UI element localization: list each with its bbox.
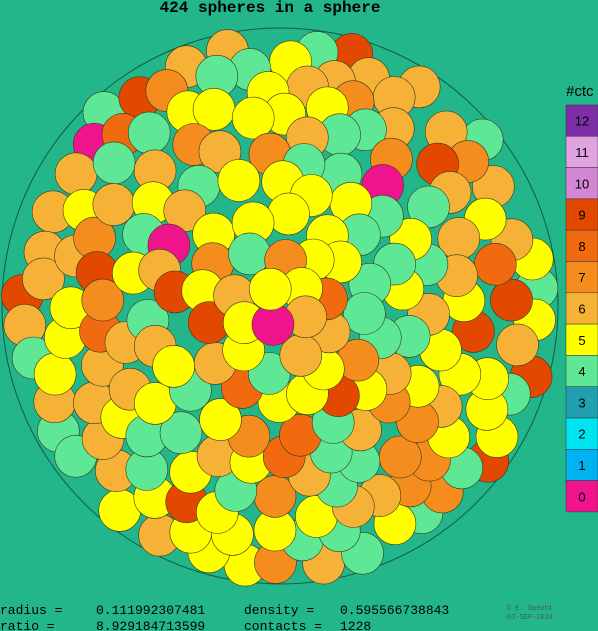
sphere xyxy=(127,111,171,155)
sphere xyxy=(267,192,310,236)
legend-label: 1 xyxy=(578,458,585,473)
density-value: 0.595566738843 xyxy=(340,603,449,618)
legend-label: 9 xyxy=(578,208,585,223)
sphere xyxy=(22,257,65,301)
sphere xyxy=(54,152,98,196)
legend-label: 4 xyxy=(578,364,585,379)
sphere xyxy=(231,96,275,140)
sphere xyxy=(217,159,261,202)
legend-swatch xyxy=(565,292,598,325)
sphere xyxy=(199,398,242,441)
legend-swatch xyxy=(565,104,598,137)
legend-label: 7 xyxy=(578,270,585,285)
legend-label: 6 xyxy=(578,301,585,316)
legend-label: 5 xyxy=(578,333,585,348)
density-label: density = xyxy=(244,603,314,618)
legend-label: 12 xyxy=(575,114,589,129)
ratio-value: 8.929184713599 xyxy=(96,619,205,631)
legend-swatch xyxy=(565,136,598,168)
legend-label: 3 xyxy=(578,395,585,410)
sphere xyxy=(473,242,517,286)
contacts-label: contacts = xyxy=(244,619,322,631)
sphere xyxy=(159,411,203,455)
ratio-label: ratio = xyxy=(0,619,55,631)
legend-label: 11 xyxy=(575,145,589,160)
legend-label: 0 xyxy=(578,489,585,504)
legend-label: 8 xyxy=(578,239,585,254)
legend-label: 2 xyxy=(578,427,585,442)
spheres xyxy=(0,29,559,587)
sphere xyxy=(92,183,136,226)
radius-value: 0.111992307481 xyxy=(96,603,205,618)
contacts-value: 1228 xyxy=(340,619,371,631)
sphere xyxy=(490,278,533,322)
sphere xyxy=(228,232,271,276)
title: 424 spheres in a sphere xyxy=(160,0,381,17)
sphere xyxy=(496,323,539,367)
sphere xyxy=(92,141,136,185)
legend-swatch xyxy=(565,198,598,231)
legend-swatch xyxy=(565,449,598,481)
legend-label: 10 xyxy=(575,176,589,191)
date: 03-SEP-2024 xyxy=(507,614,553,622)
legend-swatch xyxy=(565,386,598,419)
legend-swatch xyxy=(565,480,598,513)
sphere xyxy=(33,352,77,396)
container xyxy=(1,27,559,585)
radius-label: radius = xyxy=(0,603,63,618)
credit: © E. Specht xyxy=(507,604,553,613)
sphere xyxy=(248,267,292,311)
legend-title: #ctc xyxy=(566,83,594,100)
sphere xyxy=(343,292,386,335)
sphere xyxy=(81,278,124,322)
legend-swatch xyxy=(565,323,598,356)
legend-swatch xyxy=(565,355,598,387)
legend-swatch xyxy=(565,261,598,294)
sphere xyxy=(152,345,195,388)
